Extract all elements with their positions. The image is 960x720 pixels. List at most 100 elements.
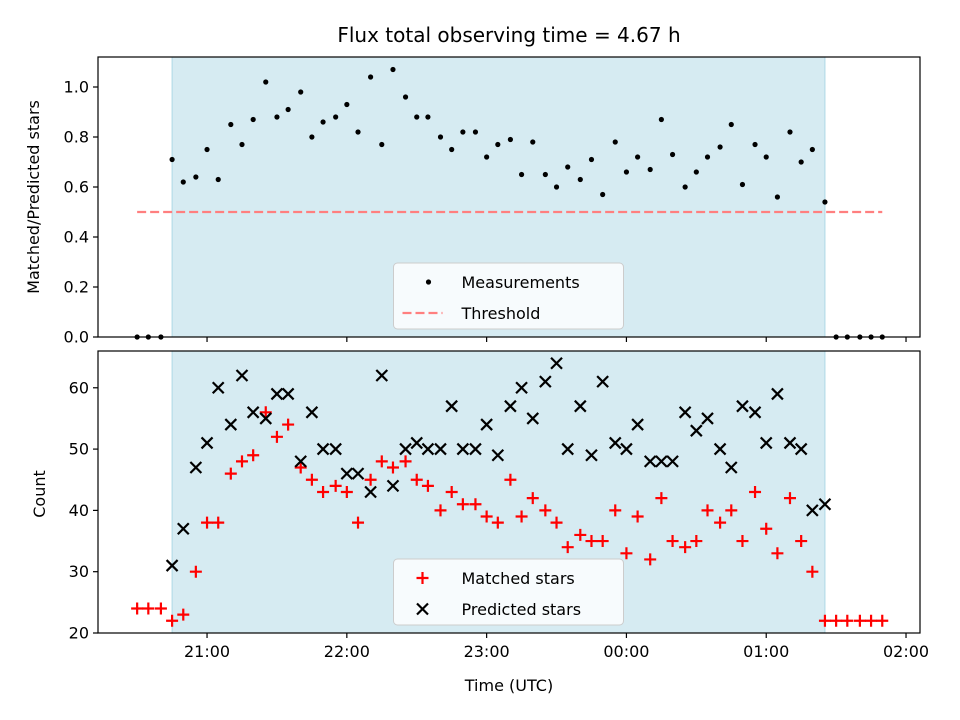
matched-star-point (386, 461, 399, 474)
measurement-point (728, 121, 734, 128)
matched-star-point (364, 473, 377, 486)
matched-star-point (666, 535, 679, 548)
matched-star-point (177, 608, 190, 621)
matched-star-point (725, 504, 738, 517)
predicted-star-point (259, 412, 273, 425)
predicted-star-point (690, 424, 703, 437)
matched-star-point (596, 535, 609, 548)
matched-star-point (749, 486, 762, 498)
matched-star-point (201, 516, 214, 529)
measurement-point (204, 146, 210, 153)
matched-star-point (841, 614, 854, 627)
predicted-star-point (364, 485, 377, 499)
predicted-star-point (386, 479, 400, 493)
predicted-star-point (189, 461, 203, 474)
matched-star-point (340, 486, 353, 498)
measurement-point (542, 171, 548, 178)
predicted-star-point (399, 442, 412, 456)
predicted-star-point (666, 455, 679, 468)
matched-star-point (154, 602, 167, 615)
measurement-point (320, 119, 326, 125)
chart-title: Flux total observing time = 4.67 h (337, 23, 680, 47)
predicted-star-point (818, 497, 832, 511)
matched-star-point (352, 516, 365, 529)
matched-star-point (131, 602, 144, 615)
predicted-star-point (539, 375, 552, 388)
bottom-legend (393, 558, 624, 626)
bottom-y-tick-label: 20 (69, 624, 89, 643)
predicted-star-point (550, 356, 563, 370)
legend-matched-marker (416, 572, 429, 584)
matched-star-point (480, 510, 493, 523)
top-y-tick-label: 0.2 (64, 278, 89, 297)
matched-star-point (375, 455, 388, 468)
top-y-tick-label: 0.4 (64, 228, 89, 247)
predicted-star-point (526, 412, 540, 425)
predicted-star-point (643, 455, 657, 468)
predicted-star-point (281, 387, 295, 401)
predicted-star-point (596, 375, 609, 388)
predicted-star-point (701, 412, 714, 425)
measurement-point (298, 89, 304, 95)
matched-star-point (550, 516, 563, 529)
measurement-point (285, 106, 291, 113)
matched-star-point (515, 510, 528, 523)
bottom-y-tick-label: 60 (69, 378, 89, 397)
measurement-point (635, 154, 641, 160)
measurement-point (600, 191, 606, 198)
measurement-point (577, 176, 583, 183)
predicted-star-point (491, 448, 505, 462)
matched-star-point (166, 614, 179, 627)
bottom-x-tick-label: 23:00 (464, 642, 510, 661)
measurement-point (368, 74, 374, 80)
matched-star-point (224, 467, 237, 480)
matched-star-point (317, 486, 330, 498)
bottom-y-tick-label: 50 (69, 440, 89, 459)
measurement-point (250, 116, 256, 123)
bottom-legend-label: Matched stars (462, 569, 575, 588)
top-frame (97, 56, 921, 338)
predicted-star-point (736, 399, 749, 413)
top-y-tick-label: 0.8 (64, 128, 89, 147)
legend-measurement-marker (425, 279, 432, 285)
matched-star-point (585, 535, 598, 548)
matched-star-point (329, 479, 342, 492)
measurement-point (390, 66, 396, 73)
matched-star-point (539, 504, 552, 517)
measurement-point (274, 114, 280, 120)
measurement-point (763, 154, 769, 160)
predicted-star-point (235, 369, 249, 382)
bottom-x-tick-label: 00:00 (603, 642, 649, 661)
bottom-y-tick-label: 40 (69, 501, 89, 520)
measurement-point (717, 144, 723, 150)
top-y-tick-label: 0.6 (64, 178, 89, 197)
matched-star-point (247, 449, 260, 462)
measurement-point (787, 129, 793, 135)
matched-star-point (259, 406, 272, 419)
matched-star-point (235, 455, 248, 468)
matched-star-point (655, 492, 668, 505)
matched-star-point (421, 479, 434, 492)
predicted-star-point (246, 406, 260, 419)
matched-star-point (690, 535, 703, 548)
measurement-point (263, 79, 269, 85)
legend-predicted-marker (416, 602, 429, 616)
matched-star-point (830, 614, 843, 627)
measurement-point (472, 129, 479, 135)
measurement-point (402, 94, 409, 100)
predicted-star-point (294, 455, 307, 468)
top-y-tick-label: 0.0 (64, 328, 89, 347)
measurement-point (239, 141, 245, 148)
predicted-star-point (783, 436, 797, 450)
top-legend-label: Measurements (462, 273, 580, 292)
matched-star-point (876, 614, 889, 627)
matched-star-point (760, 522, 773, 535)
measurement-point (518, 171, 525, 178)
predicted-star-point (469, 442, 482, 456)
predicted-star-point (329, 442, 342, 456)
matched-star-point (771, 547, 784, 560)
predicted-star-point (759, 436, 773, 450)
bottom-legend-label: Predicted stars (462, 600, 582, 619)
measurement-point (425, 114, 431, 120)
